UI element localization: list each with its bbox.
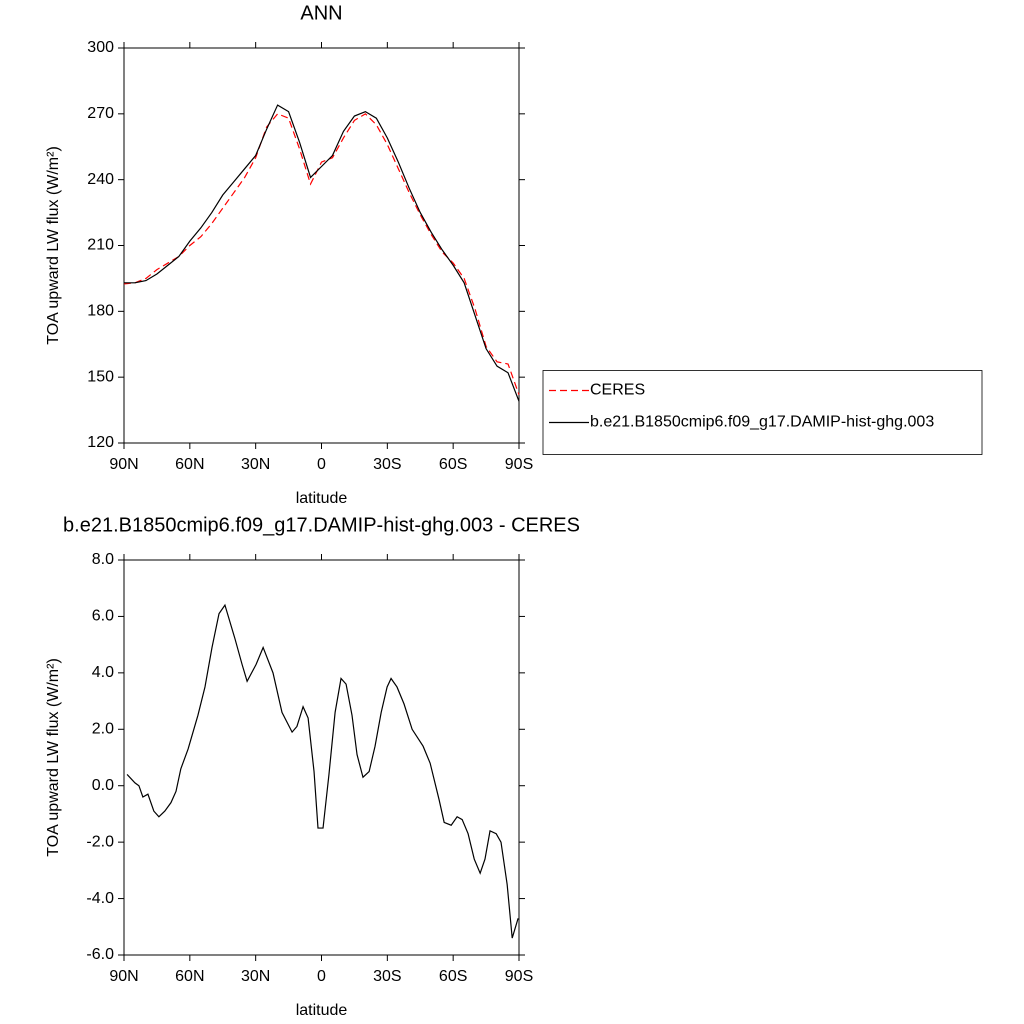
x-tick-label: 90N <box>109 968 138 985</box>
x-tick-label: 60S <box>439 456 467 473</box>
data-line <box>124 104 520 402</box>
y-tick-label: 150 <box>87 368 114 385</box>
x-tick-label: 0 <box>317 456 326 473</box>
chart-title: b.e21.B1850cmip6.f09_g17.DAMIP-hist-ghg.… <box>63 514 580 536</box>
y-tick-label: 6.0 <box>92 608 114 625</box>
y-tick-label: 300 <box>87 39 114 56</box>
y-tick-label: -6.0 <box>86 946 114 963</box>
y-tick-label: 210 <box>87 237 114 254</box>
x-tick-label: 30S <box>373 456 401 473</box>
x-tick-label: 30N <box>241 456 270 473</box>
legend-label: CERES <box>590 382 645 399</box>
x-tick-label: 30N <box>241 968 270 985</box>
data-line <box>123 113 520 395</box>
y-axis-label: TOA upward LW flux (W/m²) <box>45 146 62 345</box>
y-tick-label: -4.0 <box>86 890 114 907</box>
y-tick-label: 240 <box>87 171 114 188</box>
x-tick-label: 30S <box>373 968 401 985</box>
x-axis-label: latitude <box>296 1002 348 1019</box>
x-tick-label: 60N <box>175 968 204 985</box>
x-axis-label: latitude <box>296 490 348 507</box>
x-tick-label: 0 <box>317 968 326 985</box>
x-tick-label: 60N <box>175 456 204 473</box>
legend-label: b.e21.B1850cmip6.f09_g17.DAMIP-hist-ghg.… <box>590 414 934 431</box>
plot-frame <box>123 47 520 444</box>
y-axis-label: TOA upward LW flux (W/m²) <box>45 658 62 857</box>
y-tick-label: 180 <box>87 303 114 320</box>
x-tick-label: 90S <box>505 968 533 985</box>
x-tick-label: 60S <box>439 968 467 985</box>
y-tick-label: -2.0 <box>86 833 114 850</box>
y-tick-label: 4.0 <box>92 664 114 681</box>
y-tick-label: 0.0 <box>92 777 114 794</box>
y-tick-label: 120 <box>87 434 114 451</box>
data-line <box>126 603 519 939</box>
y-tick-label: 270 <box>87 105 114 122</box>
chart-title: ANN <box>300 2 342 24</box>
x-tick-label: 90S <box>505 456 533 473</box>
legend-box <box>542 370 983 455</box>
y-tick-label: 8.0 <box>92 551 114 568</box>
plot-frame <box>123 559 520 956</box>
x-tick-label: 90N <box>109 456 138 473</box>
y-tick-label: 2.0 <box>92 721 114 738</box>
